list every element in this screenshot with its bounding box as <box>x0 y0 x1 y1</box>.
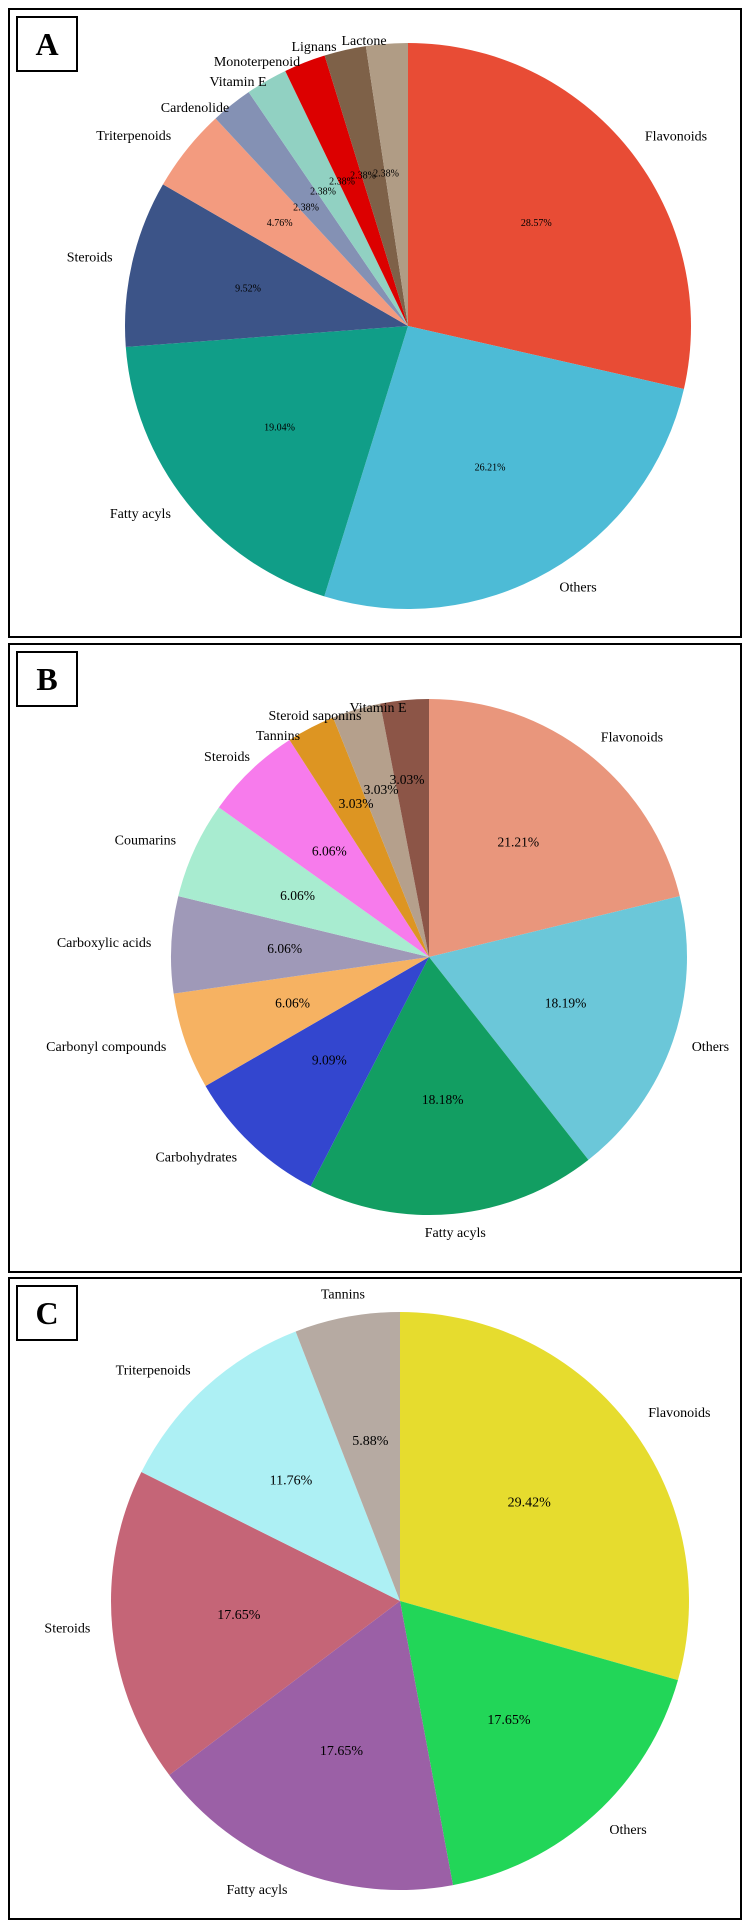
pct-label-vitamin-e: 2.38% <box>310 186 336 197</box>
pie-slice-flavonoids <box>408 43 691 389</box>
pie-slice-cardenolide <box>215 92 408 326</box>
pie-slices <box>125 43 691 609</box>
pct-label-others: 17.65% <box>487 1713 531 1728</box>
pct-label-flavonoids: 29.42% <box>508 1496 552 1511</box>
pct-label-others: 18.19% <box>545 995 587 1010</box>
pct-label-steroids: 9.52% <box>235 284 261 295</box>
pie-slice-others <box>429 896 688 1160</box>
category-label-lignans: Lignans <box>291 40 336 55</box>
pie-slices <box>171 699 688 1215</box>
pct-label-triterpenoids: 11.76% <box>270 1474 313 1489</box>
pie-slice-others <box>324 326 684 609</box>
pie-slice-carboxylic-acids <box>171 896 429 994</box>
pct-label-coumarins: 6.06% <box>280 888 315 903</box>
pie-slice-fatty-acyls <box>169 1601 453 1890</box>
panel-letter: C <box>16 1285 78 1341</box>
pie-slice-monoterpenoid <box>285 55 408 327</box>
category-label-triterpenoids: Triterpenoids <box>96 129 171 144</box>
category-label-others: Others <box>692 1040 729 1055</box>
pct-label-fatty-acyls: 19.04% <box>264 422 295 433</box>
category-label-vitamin-e: Vitamin E <box>209 75 266 90</box>
category-label-flavonoids: Flavonoids <box>648 1406 710 1421</box>
category-label-fatty-acyls: Fatty acyls <box>425 1226 486 1241</box>
category-label-flavonoids: Flavonoids <box>645 129 707 144</box>
pct-label-carbonyl-compounds: 6.06% <box>275 995 310 1010</box>
category-label-flavonoids: Flavonoids <box>601 731 663 746</box>
category-label-steroid-saponins: Steroid saponins <box>269 709 362 724</box>
pie-slice-lactone <box>365 43 408 326</box>
category-label-monoterpenoid: Monoterpenoid <box>214 55 300 70</box>
category-label-cardenolide: Cardenolide <box>161 101 229 116</box>
pct-label-cardenolide: 2.38% <box>293 202 319 213</box>
panel-c: C 29.42% Flavonoids 17.65% Others 17.65% Fatt… <box>8 1277 742 1920</box>
pie-slice-triterpenoids <box>162 118 408 327</box>
pct-label-tannins: 5.88% <box>352 1434 389 1449</box>
pie-slice-vitamin-e <box>248 71 408 326</box>
category-label-carbohydrates: Carbohydrates <box>155 1150 237 1165</box>
pie-slice-flavonoids <box>400 1312 689 1681</box>
category-label-triterpenoids: Triterpenoids <box>116 1363 191 1378</box>
pie-slice-fatty-acyls <box>125 326 408 597</box>
pie-slice-tannins <box>295 1312 400 1601</box>
category-label-fatty-acyls: Fatty acyls <box>226 1883 287 1898</box>
pct-label-steroids: 6.06% <box>312 843 347 858</box>
pct-label-steroids: 17.65% <box>217 1608 261 1623</box>
category-label-steroids: Steroids <box>44 1622 90 1637</box>
panel-b: B 21.21% Flavonoids 18.19% Others 18.18% Fatt… <box>8 643 742 1273</box>
pct-label-steroid-saponins: 3.03% <box>364 782 399 797</box>
pie-slice-vitamin-e <box>380 699 429 957</box>
pie-labels: 29.42% Flavonoids 17.65% Others 17.65% Fatty … <box>44 1288 710 1899</box>
panel-letter: B <box>16 651 78 707</box>
category-label-carbonyl-compounds: Carbonyl compounds <box>46 1040 166 1055</box>
pie-labels: 28.57% Flavonoids 26.21% Others 19.04% Fatty … <box>67 34 707 596</box>
pct-label-tannins: 3.03% <box>339 796 374 811</box>
category-label-vitamin-e: Vitamin E <box>349 701 406 716</box>
pie-slice-steroids <box>218 739 429 957</box>
category-label-tannins: Tannins <box>256 729 300 744</box>
pct-label-triterpenoids: 4.76% <box>267 218 293 229</box>
pie-slice-lignans <box>324 46 408 326</box>
pie-chart-c: 29.42% Flavonoids 17.65% Others 17.65% Fatty … <box>44 1288 710 1899</box>
pie-chart-a: 28.57% Flavonoids 26.21% Others 19.04% Fatty … <box>67 34 707 609</box>
pie-slice-steroids <box>125 184 409 347</box>
pie-slices <box>111 1312 689 1890</box>
pct-label-vitamin-e: 3.03% <box>390 772 425 787</box>
pct-label-fatty-acyls: 17.65% <box>320 1744 364 1759</box>
category-label-coumarins: Coumarins <box>115 834 176 849</box>
panel-a: A 28.57% Flavonoids 26.21% Others 19.04% Fatt… <box>8 8 742 638</box>
pct-label-others: 26.21% <box>475 462 506 473</box>
pie-slice-carbohydrates <box>205 957 429 1187</box>
pie-labels: 21.21% Flavonoids 18.19% Others 18.18% Fatty … <box>46 701 729 1241</box>
pct-label-flavonoids: 21.21% <box>497 834 539 849</box>
pie-slice-tannins <box>289 717 429 957</box>
pie-slice-others <box>400 1601 678 1886</box>
pct-label-fatty-acyls: 18.18% <box>422 1092 464 1107</box>
category-label-fatty-acyls: Fatty acyls <box>110 507 171 522</box>
category-label-steroids: Steroids <box>67 251 113 266</box>
pie-slice-steroids <box>111 1472 400 1776</box>
pie-slice-fatty-acyls <box>310 957 589 1215</box>
pct-label-flavonoids: 28.57% <box>521 218 552 229</box>
category-label-others: Others <box>559 581 596 596</box>
pct-label-monoterpenoid: 2.38% <box>329 176 355 187</box>
panel-letter: A <box>16 16 78 72</box>
category-label-carboxylic-acids: Carboxylic acids <box>57 936 151 951</box>
pie-slice-triterpenoids <box>141 1331 400 1601</box>
category-label-others: Others <box>609 1823 646 1838</box>
pie-slice-flavonoids <box>429 699 680 957</box>
pct-label-lactone: 2.38% <box>373 168 399 179</box>
category-label-lactone: Lactone <box>341 34 386 49</box>
pie-slice-steroid-saponins <box>333 703 429 957</box>
pct-label-lignans: 2.38% <box>350 170 376 181</box>
pct-label-carboxylic-acids: 6.06% <box>267 941 302 956</box>
category-label-steroids: Steroids <box>204 750 250 765</box>
pie-slice-carbonyl-compounds <box>173 957 429 1086</box>
pct-label-carbohydrates: 9.09% <box>312 1053 347 1068</box>
pie-slice-coumarins <box>178 807 429 957</box>
category-label-tannins: Tannins <box>321 1288 365 1303</box>
pie-chart-b: 21.21% Flavonoids 18.19% Others 18.18% Fatty … <box>46 699 729 1241</box>
